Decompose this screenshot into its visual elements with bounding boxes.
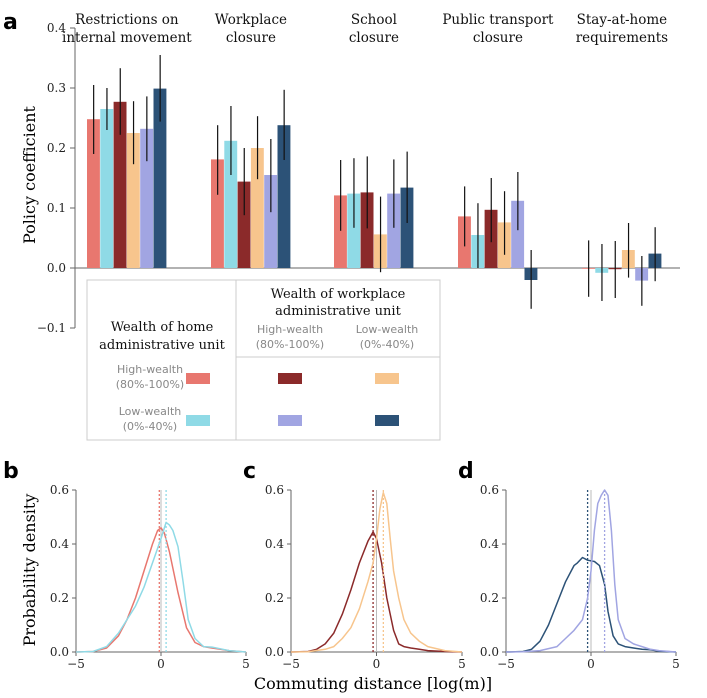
- y-tick-label: 0.3: [47, 81, 66, 95]
- y-tick-label: 0.0: [265, 645, 284, 659]
- legend-row-header: (0%-40%): [123, 420, 177, 433]
- legend-swatch: [186, 415, 210, 426]
- panel-label-b: b: [3, 459, 19, 484]
- legend-col-header: Low-wealth: [356, 323, 419, 336]
- x-tick-label: −5: [67, 657, 85, 671]
- x-tick-label: 5: [458, 657, 466, 671]
- y-tick-label: 0.4: [480, 537, 499, 551]
- bar-chart-ylabel: Policy coefficient: [20, 105, 39, 243]
- density-plot-b: 0.6 0.4 0.2 0.0−5 0 5: [50, 483, 250, 671]
- bar: [224, 140, 238, 268]
- legend-col-title: Wealth of workplace: [271, 287, 406, 302]
- category-label: Workplace: [215, 12, 287, 28]
- category-label: internal movement: [62, 30, 192, 46]
- x-tick-label: 0: [157, 657, 165, 671]
- category-label: requirements: [576, 30, 668, 46]
- density-plot-d: 0.6 0.4 0.2 0.0−5 0 5: [480, 483, 680, 671]
- category-label: School: [351, 12, 397, 28]
- y-tick-label: 0.4: [47, 21, 66, 35]
- density-plot-c: 0.6 0.4 0.2 0.0−5 0 5: [265, 483, 466, 671]
- category-label: closure: [226, 30, 276, 46]
- legend-row-header: Low-wealth: [119, 405, 182, 418]
- panel-label-c: c: [243, 459, 256, 484]
- density-curve: [505, 489, 677, 653]
- y-tick-label: 0.0: [47, 261, 66, 275]
- bar: [250, 148, 264, 268]
- x-tick-label: −5: [282, 657, 300, 671]
- panel-label-a: a: [3, 10, 18, 35]
- bar: [360, 192, 374, 268]
- y-tick-label: 0.0: [480, 645, 499, 659]
- legend-box: Wealth of home administrative unit Wealth …: [86, 279, 441, 441]
- density-ylabel: Probability density: [20, 494, 39, 647]
- y-tick-label: 0.6: [480, 483, 499, 497]
- bar: [334, 195, 347, 268]
- bar: [237, 181, 251, 268]
- x-tick-label: 5: [672, 657, 680, 671]
- bar: [264, 175, 278, 268]
- y-tick-label: 0.6: [265, 483, 284, 497]
- bar: [87, 119, 100, 268]
- x-tick-label: 0: [373, 657, 381, 671]
- density-xlabel: Commuting distance [log(m)]: [254, 674, 492, 693]
- bar: [140, 128, 154, 268]
- category-label: closure: [473, 30, 523, 46]
- bar: [100, 109, 114, 268]
- y-tick-label: 0.2: [265, 591, 284, 605]
- y-tick-label: 0.6: [50, 483, 69, 497]
- category-label: Stay-at-home: [577, 12, 668, 28]
- bar: [511, 200, 525, 268]
- density-curve: [290, 491, 463, 653]
- y-tick-label: 0.2: [50, 591, 69, 605]
- legend-row-header: (80%-100%): [116, 378, 184, 391]
- y-tick-label: 0.0: [50, 645, 69, 659]
- x-tick-label: 5: [242, 657, 250, 671]
- x-tick-label: −5: [497, 657, 515, 671]
- bar: [126, 133, 140, 268]
- density-curve: [75, 521, 247, 653]
- legend-swatch: [278, 373, 302, 384]
- legend-swatch: [375, 415, 399, 426]
- bar: [387, 193, 401, 268]
- legend-row-title: administrative unit: [99, 338, 225, 353]
- category-label: closure: [349, 30, 399, 46]
- y-tick-label: 0.4: [50, 537, 69, 551]
- legend-col-title: administrative unit: [275, 304, 401, 319]
- y-tick-label: −0.1: [37, 321, 66, 335]
- x-tick-label: 0: [587, 657, 595, 671]
- y-tick-label: 0.4: [265, 537, 284, 551]
- bar: [211, 159, 224, 268]
- legend-col-header: (80%-100%): [256, 338, 324, 351]
- bar: [400, 187, 414, 268]
- category-label: Restrictions on: [75, 12, 179, 28]
- legend-border: [86, 279, 441, 441]
- y-tick-label: 0.2: [47, 141, 66, 155]
- legend-row-title: Wealth of home: [111, 320, 214, 335]
- legend-swatch: [186, 373, 210, 384]
- legend-swatch: [278, 415, 302, 426]
- bar: [277, 125, 291, 268]
- y-tick-label: 0.2: [480, 591, 499, 605]
- category-label: Public transport: [442, 12, 554, 28]
- bar-chart: 0.4 0.3 0.2 0.1 0.0 −0.1 Restrictions on intern…: [37, 12, 680, 335]
- legend-col-header: High-wealth: [257, 323, 323, 336]
- bar: [347, 193, 361, 268]
- bar: [153, 88, 167, 268]
- legend-swatch: [375, 373, 399, 384]
- density-curve: [505, 556, 677, 653]
- legend-col-header: (0%-40%): [360, 338, 414, 351]
- panel-label-d: d: [458, 459, 474, 484]
- y-tick-label: 0.1: [47, 201, 66, 215]
- bar: [113, 101, 127, 268]
- legend-row-header: High-wealth: [117, 363, 183, 376]
